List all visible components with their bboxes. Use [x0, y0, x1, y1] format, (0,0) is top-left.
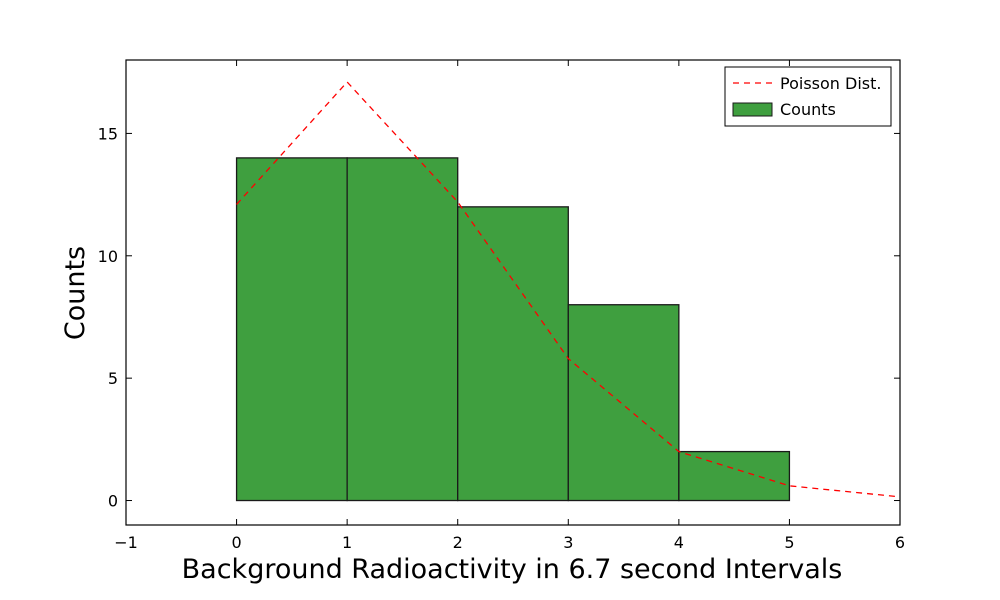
y-tick-label: 0: [108, 492, 118, 511]
x-tick-label: 5: [784, 533, 794, 552]
plot-area: −1 0 1 2 3 4 5 6 0 5 10 15: [98, 59, 905, 552]
legend-counts-label: Counts: [780, 100, 836, 119]
histogram-bar-4: [567, 304, 680, 502]
legend: Poisson Dist. Counts: [724, 66, 892, 127]
histogram-bar-1: [235, 157, 348, 502]
x-tick-label: 4: [674, 533, 684, 552]
legend-poisson-label: Poisson Dist.: [780, 74, 881, 93]
plot-frame: [125, 59, 901, 526]
y-tick-label: 10: [98, 247, 118, 266]
histogram-bar-5: [678, 450, 791, 502]
x-tick-label: −1: [114, 533, 138, 552]
histogram-bar-2: [346, 157, 459, 502]
x-tick-label: 0: [231, 533, 241, 552]
x-tick-label: 1: [342, 533, 352, 552]
y-tick-label: 15: [98, 124, 118, 143]
histogram-bar-3: [457, 206, 569, 502]
x-axis-title: Background Radioactivity in 6.7 second I…: [182, 554, 843, 585]
x-tick-label: 6: [895, 533, 905, 552]
y-tick-label: 5: [108, 369, 118, 388]
y-axis-title: Counts: [60, 246, 91, 340]
legend-counts-swatch: [732, 102, 773, 117]
x-tick-label: 2: [453, 533, 463, 552]
poisson-dist-line: [236, 81, 901, 498]
x-tick-label: 3: [563, 533, 573, 552]
